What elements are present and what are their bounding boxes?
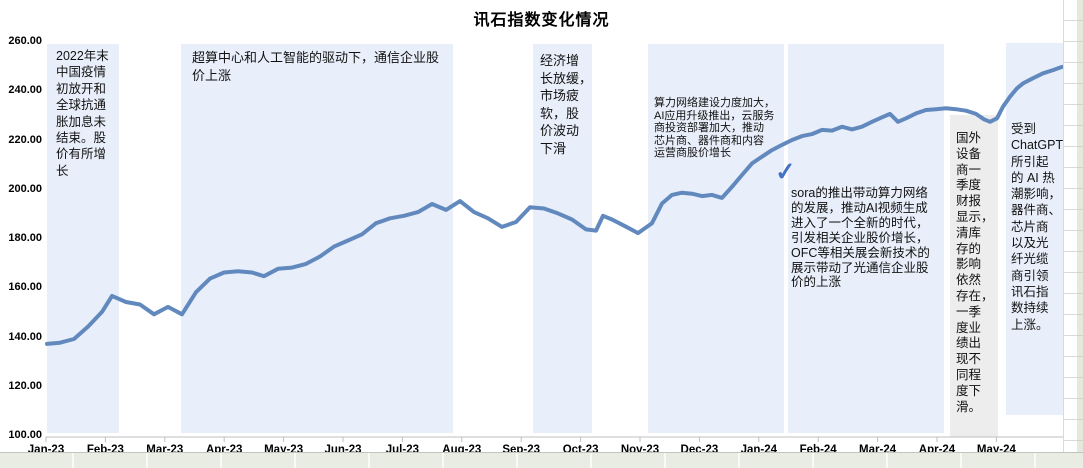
checkmark-icon: ✓: [774, 157, 797, 187]
annotation-supercomputing: 超算中心和人工智能的驱动下，通信企业股 价上涨: [192, 50, 440, 83]
annotation-sora: sora的推出带动算力网络 的发展，推动AI视频生成 进入了一个全新的时代， 引…: [791, 186, 930, 290]
y-axis-label: 100.00: [8, 429, 42, 441]
y-axis-label: 120.00: [8, 379, 42, 392]
highlight-band-3: [533, 44, 592, 433]
annotation-q1-reports: 国外 设备 商一 季度 财报 显示， 清库 存的 影响 依然 存在， 一季 度业…: [956, 131, 994, 414]
y-axis-label: 260.00: [8, 35, 42, 47]
y-axis-label: 180.00: [8, 232, 42, 244]
highlight-band-4: [648, 44, 784, 433]
chart-title: 讯石指数变化情况: [473, 12, 610, 29]
highlight-band-5: [788, 44, 944, 433]
annotation-compute-network: 算力网络建设力度加大， AI应用升级推出，云服务 商投资部署加大，推动 芯片商、…: [654, 97, 775, 160]
y-axis-label: 220.00: [8, 133, 42, 146]
annotation-slowdown: 经济增 长放缓， 市场疲 软，股 价波动 下滑: [540, 53, 593, 156]
worksheet-bottom-row: [0, 452, 1083, 468]
highlight-band-1: [47, 44, 119, 433]
y-axis-label: 160.00: [8, 281, 42, 294]
worksheet-right-column-fill: [1077, 0, 1083, 452]
xunshi-index-chart: 讯石指数变化情况 260.00 240.00 220.00 200.00 180.00 1…: [8, 12, 1064, 456]
highlight-band-2: [181, 44, 453, 433]
highlight-band-7: [1006, 43, 1063, 415]
annotation-covid-reopen: 2022年末 中国疫情 初放开和 全球抗通 胀加息未 结束。股 价有所增 长: [56, 49, 109, 178]
y-axis-label: 140.00: [8, 330, 42, 343]
y-axis-label: 240.00: [8, 84, 42, 97]
index-line: [45, 64, 1063, 346]
chart-canvas: [45, 43, 1063, 442]
annotation-chatgpt: 受到 ChatGPT 所引起 的 AI 热 潮影响， 器件商、 芯片商 以及光 …: [1011, 122, 1064, 332]
y-axis-label: 200.00: [8, 182, 42, 195]
highlight-band-6: [950, 115, 998, 437]
